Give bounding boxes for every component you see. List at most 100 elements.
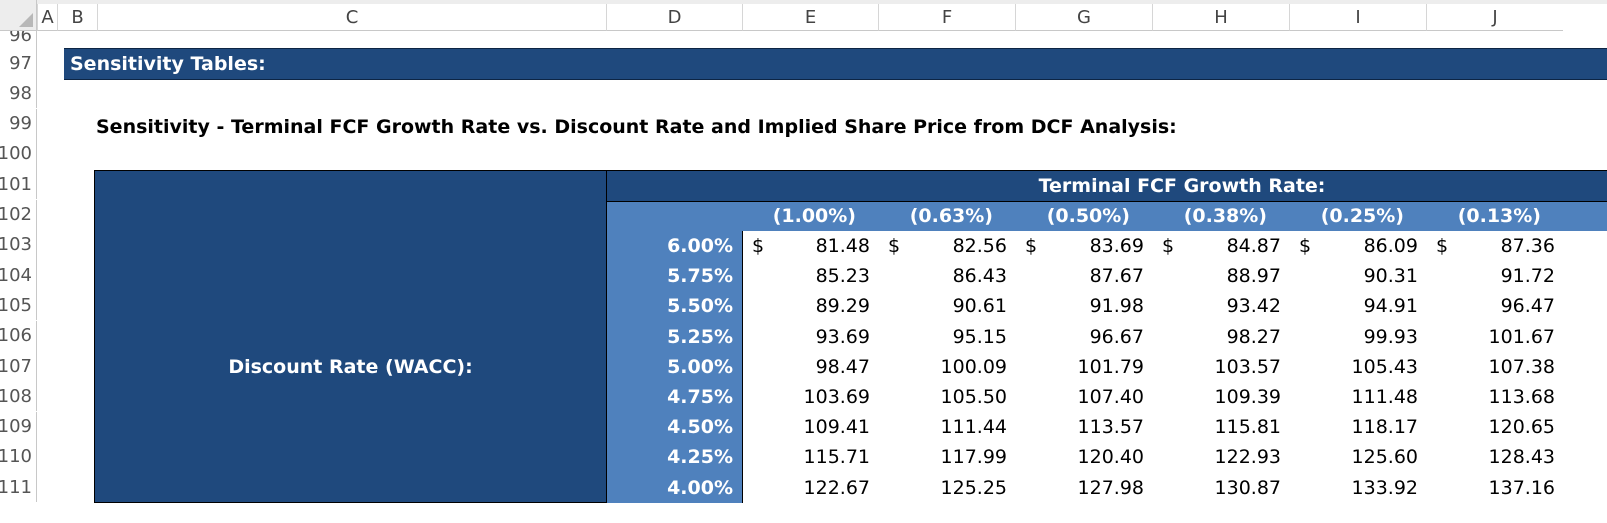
price-cell[interactable]: 133.92 bbox=[1351, 476, 1418, 499]
row-header-96[interactable]: 96 bbox=[0, 31, 37, 48]
price-cell[interactable]: 109.41 bbox=[803, 416, 870, 439]
row-header-100[interactable]: 100 bbox=[0, 138, 37, 169]
row-header-106[interactable]: 106 bbox=[0, 320, 37, 351]
growth-rate-cell[interactable]: (0.63%) bbox=[909, 205, 993, 227]
price-cell[interactable]: 87.36 bbox=[1500, 235, 1555, 257]
price-cell[interactable]: 111.44 bbox=[940, 416, 1007, 439]
price-cell[interactable]: 125.60 bbox=[1351, 446, 1418, 469]
column-header-f[interactable]: F bbox=[878, 4, 1015, 31]
row-header-101[interactable]: 101 bbox=[0, 169, 37, 200]
price-cell[interactable]: 115.81 bbox=[1214, 416, 1281, 439]
discount-rate-cell[interactable]: 5.75% bbox=[667, 265, 733, 288]
column-header-c[interactable]: C bbox=[97, 4, 606, 31]
sensitivity-table-title[interactable]: Sensitivity - Terminal FCF Growth Rate v… bbox=[96, 116, 1177, 138]
price-cell[interactable]: 84.87 bbox=[1226, 235, 1281, 257]
discount-rate-label-block[interactable] bbox=[94, 170, 607, 503]
price-cell[interactable]: 127.98 bbox=[1077, 476, 1144, 499]
column-header-g[interactable]: G bbox=[1015, 4, 1152, 31]
column-header-d[interactable]: D bbox=[606, 4, 742, 31]
row-header-111[interactable]: 111 bbox=[0, 472, 37, 503]
price-cell[interactable]: 81.48 bbox=[815, 235, 870, 257]
price-cell[interactable]: 86.43 bbox=[952, 265, 1007, 288]
price-cell[interactable]: 91.98 bbox=[1089, 295, 1144, 318]
discount-rate-cell[interactable]: 4.50% bbox=[667, 416, 733, 439]
column-header-a[interactable]: A bbox=[37, 4, 57, 31]
price-cell[interactable]: 137.16 bbox=[1488, 476, 1555, 499]
growth-rate-header-block[interactable] bbox=[607, 170, 1607, 201]
price-cell[interactable]: 89.29 bbox=[815, 295, 870, 318]
price-cell[interactable]: 107.40 bbox=[1077, 386, 1144, 408]
price-cell[interactable]: 117.99 bbox=[940, 446, 1007, 469]
price-cell[interactable]: 107.38 bbox=[1488, 355, 1555, 378]
price-cell[interactable]: 98.47 bbox=[815, 355, 870, 378]
row-header-104[interactable]: 104 bbox=[0, 260, 37, 291]
row-header-97[interactable]: 97 bbox=[0, 48, 37, 78]
discount-rate-cell[interactable]: 4.75% bbox=[667, 386, 733, 408]
row-header-105[interactable]: 105 bbox=[0, 290, 37, 321]
price-cell[interactable]: 122.93 bbox=[1214, 446, 1281, 469]
price-cell[interactable]: 95.15 bbox=[952, 325, 1007, 348]
column-header-e[interactable]: E bbox=[742, 4, 878, 31]
row-header-109[interactable]: 109 bbox=[0, 411, 37, 442]
discount-rate-cell[interactable]: 5.00% bbox=[667, 355, 733, 378]
price-cell[interactable]: 82.56 bbox=[952, 235, 1007, 257]
select-all-corner[interactable] bbox=[0, 0, 37, 31]
price-cell[interactable]: 113.57 bbox=[1077, 416, 1144, 439]
row-header-103[interactable]: 103 bbox=[0, 229, 37, 260]
growth-rate-cell[interactable]: (0.38%) bbox=[1183, 205, 1267, 227]
column-header-j[interactable]: J bbox=[1426, 4, 1563, 31]
price-cell[interactable]: 128.43 bbox=[1488, 446, 1555, 469]
price-cell[interactable]: 96.47 bbox=[1500, 295, 1555, 318]
discount-rate-cell[interactable]: 5.25% bbox=[667, 325, 733, 348]
price-cell[interactable]: 94.91 bbox=[1363, 295, 1418, 318]
price-cell[interactable]: 86.09 bbox=[1363, 235, 1418, 257]
price-cell[interactable]: 96.67 bbox=[1089, 325, 1144, 348]
price-cell[interactable]: 130.87 bbox=[1214, 476, 1281, 499]
column-header-i[interactable]: I bbox=[1289, 4, 1426, 31]
price-cell[interactable]: 83.69 bbox=[1089, 235, 1144, 257]
discount-rate-cell[interactable]: 4.25% bbox=[667, 446, 733, 469]
price-cell[interactable]: 122.67 bbox=[803, 476, 870, 499]
price-cell[interactable]: 90.31 bbox=[1363, 265, 1418, 288]
discount-rate-cell[interactable]: 4.00% bbox=[667, 476, 733, 499]
price-cell[interactable]: 113.68 bbox=[1488, 386, 1555, 408]
price-cell[interactable]: 105.50 bbox=[940, 386, 1007, 408]
price-cell[interactable]: 91.72 bbox=[1500, 265, 1555, 288]
price-cell[interactable]: 99.93 bbox=[1363, 325, 1418, 348]
column-header-b[interactable]: B bbox=[57, 4, 97, 31]
growth-rate-cell[interactable]: (0.13%) bbox=[1457, 205, 1541, 227]
price-cell[interactable]: 87.67 bbox=[1089, 265, 1144, 288]
price-cell[interactable]: 88.97 bbox=[1226, 265, 1281, 288]
price-cell[interactable]: 93.69 bbox=[815, 325, 870, 348]
row-header-98[interactable]: 98 bbox=[0, 78, 37, 109]
price-cell[interactable]: 103.57 bbox=[1214, 355, 1281, 378]
price-cell[interactable]: 90.61 bbox=[952, 295, 1007, 318]
price-cell[interactable]: 118.17 bbox=[1351, 416, 1418, 439]
price-cell[interactable]: 105.43 bbox=[1351, 355, 1418, 378]
growth-rate-cell[interactable]: (1.00%) bbox=[772, 205, 856, 227]
discount-rate-cell[interactable]: 6.00% bbox=[667, 235, 733, 257]
growth-rate-cell[interactable]: (0.50%) bbox=[1046, 205, 1130, 227]
price-cell[interactable]: 125.25 bbox=[940, 476, 1007, 499]
price-cell[interactable]: 85.23 bbox=[815, 265, 870, 288]
price-cell[interactable]: 98.27 bbox=[1226, 325, 1281, 348]
discount-rate-cell[interactable]: 5.50% bbox=[667, 295, 733, 318]
growth-rates-row[interactable] bbox=[607, 201, 1607, 231]
discount-rates-column[interactable] bbox=[607, 231, 743, 503]
price-cell[interactable]: 103.69 bbox=[803, 386, 870, 408]
row-header-107[interactable]: 107 bbox=[0, 351, 37, 381]
price-cell[interactable]: 115.71 bbox=[803, 446, 870, 469]
sensitivity-tables-banner[interactable]: Sensitivity Tables: bbox=[64, 48, 1607, 80]
growth-rate-cell[interactable]: (0.25%) bbox=[1320, 205, 1404, 227]
row-header-110[interactable]: 110 bbox=[0, 441, 37, 472]
price-cell[interactable]: 100.09 bbox=[940, 355, 1007, 378]
column-header-h[interactable]: H bbox=[1152, 4, 1289, 31]
row-header-99[interactable]: 99 bbox=[0, 108, 37, 139]
price-cell[interactable]: 101.67 bbox=[1488, 325, 1555, 348]
price-cell[interactable]: 111.48 bbox=[1351, 386, 1418, 408]
row-header-108[interactable]: 108 bbox=[0, 381, 37, 412]
price-cell[interactable]: 101.79 bbox=[1077, 355, 1144, 378]
price-cell[interactable]: 109.39 bbox=[1214, 386, 1281, 408]
row-header-102[interactable]: 102 bbox=[0, 199, 37, 230]
price-cell[interactable]: 93.42 bbox=[1226, 295, 1281, 318]
